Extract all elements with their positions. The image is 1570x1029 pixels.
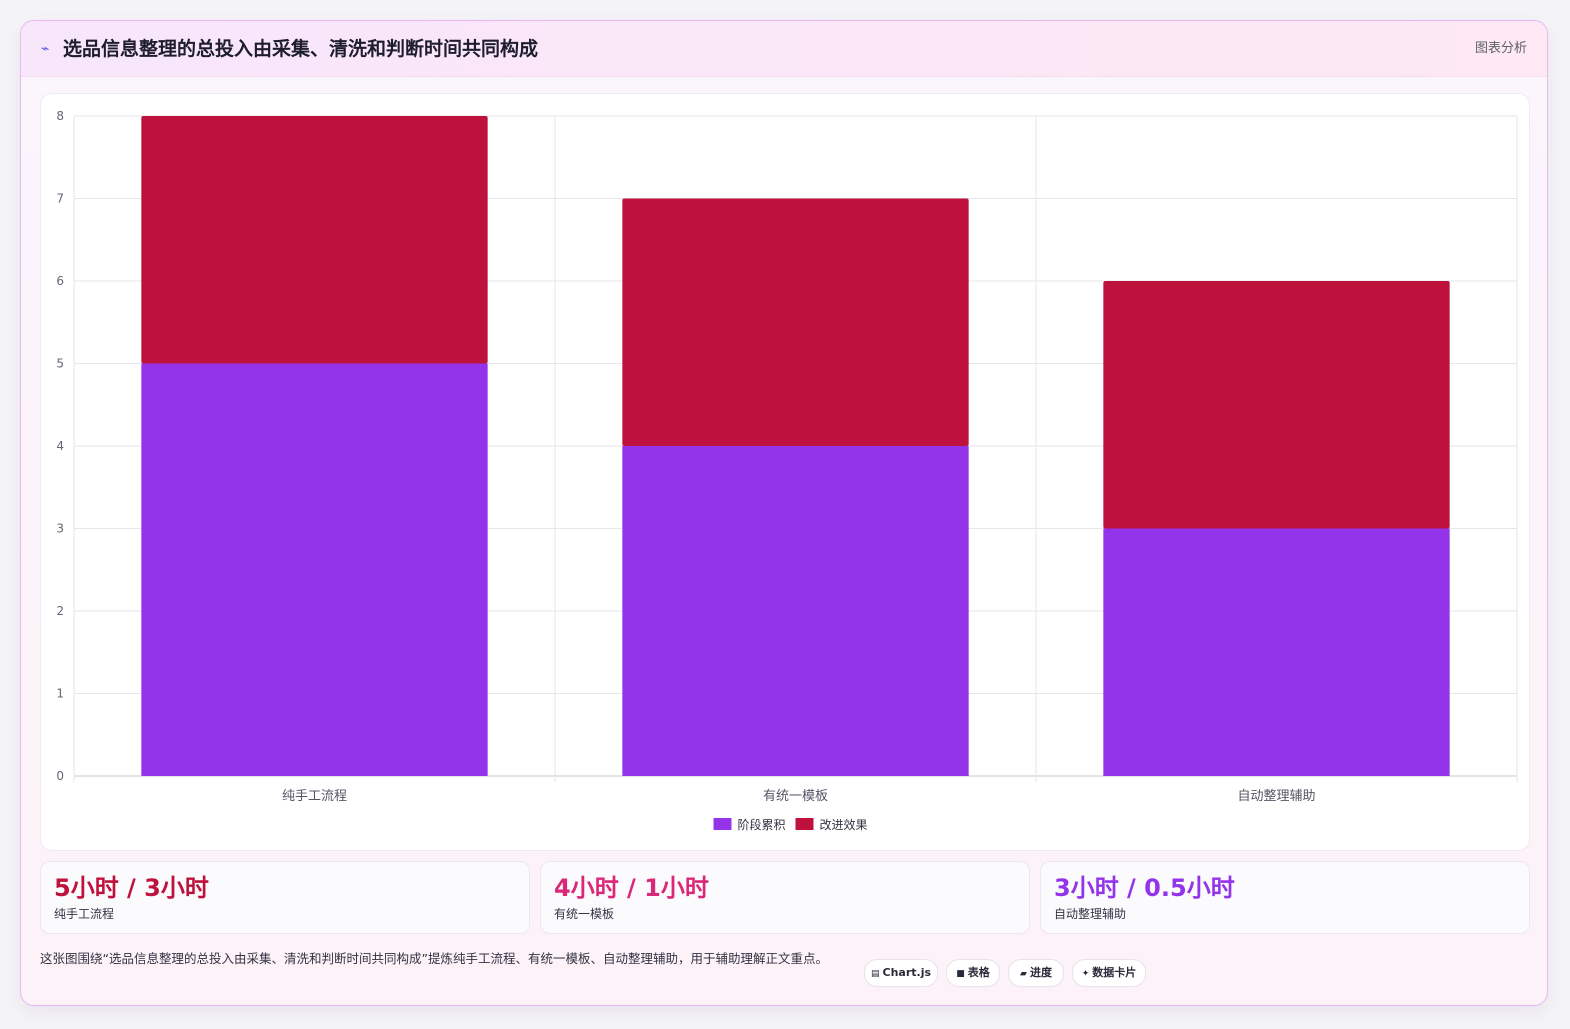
chart-description: 这张图围绕“选品信息整理的总投入由采集、清洗和判断时间共同构成”提炼纯手工流程、… [40,951,828,966]
stat-label: 自动整理辅助 [1054,907,1127,921]
chip-table[interactable]: ■ 表格 [946,959,1000,987]
bar-segment [622,446,969,776]
legend-swatch [795,818,814,830]
stat-value: 3小时 / 0.5小时 [1054,874,1235,902]
chip-label: 数据卡片 [1092,966,1137,979]
y-tick-label: 2 [56,604,64,618]
chip-chartjs[interactable]: ▤ Chart.js [864,959,938,987]
bar-segment [1103,528,1450,776]
table-icon: ■ [956,969,965,979]
y-tick-label: 8 [56,109,64,123]
stat-label: 有统一模板 [554,907,615,921]
stat-card-auto: 3小时 / 0.5小时 自动整理辅助 [1040,861,1530,934]
bar-segment [622,198,969,446]
chart-panel: 0 1 2 3 4 5 6 7 8 纯手工流程 有统一模板 自动整理辅助阶段累积 改进效果 [40,93,1530,851]
legend-label: 阶段累积 [738,817,786,832]
stat-cards: 5小时 / 3小时 纯手工流程 4小时 / 1小时 有统一模板 3小时 / 0.… [40,861,1530,934]
bar-segment [141,116,488,364]
chart-icon: ▤ [870,969,880,979]
stat-card-template: 4小时 / 1小时 有统一模板 [540,861,1030,934]
y-tick-label: 7 [56,192,64,206]
page-title: 选品信息整理的总投入由采集、清洗和判断时间共同构成 [63,38,539,60]
chip-label: 表格 [967,966,990,979]
progress-icon: ▰ [1020,969,1027,979]
card-header: ⌁ 选品信息整理的总投入由采集、清洗和判断时间共同构成 图表分析 [21,21,1547,77]
trend-icon: ⌁ [41,41,50,57]
legend-swatch [713,818,732,830]
y-tick-label: 0 [56,769,64,783]
y-tick-label: 3 [56,522,64,536]
stat-label: 纯手工流程 [54,907,115,921]
chip-data-card[interactable]: ✦ 数据卡片 [1072,959,1146,987]
stat-card-manual: 5小时 / 3小时 纯手工流程 [40,861,530,934]
legend-label: 改进效果 [820,817,868,832]
x-tick-label: 纯手工流程 [282,789,347,804]
bar-segment [1103,281,1450,529]
sparkle-icon: ✦ [1081,969,1090,979]
bar-segment [141,363,488,776]
x-tick-label: 自动整理辅助 [1237,789,1315,804]
chart-analysis-tag: 图表分析 [1474,41,1527,56]
y-tick-label: 1 [56,687,64,701]
stat-value: 4小时 / 1小时 [554,874,709,902]
y-tick-label: 6 [56,274,64,288]
stat-value: 5小时 / 3小时 [54,874,209,902]
y-tick-label: 5 [56,357,64,371]
chip-progress[interactable]: ▰ 进度 [1008,959,1064,987]
chip-label: Chart.js [882,966,932,979]
x-tick-label: 有统一模板 [763,789,828,804]
chart-card: ⌁ 选品信息整理的总投入由采集、清洗和判断时间共同构成 图表分析 0 1 2 3 4 5 6… [20,20,1548,1006]
y-tick-label: 4 [56,439,64,453]
chip-label: 进度 [1029,966,1052,979]
